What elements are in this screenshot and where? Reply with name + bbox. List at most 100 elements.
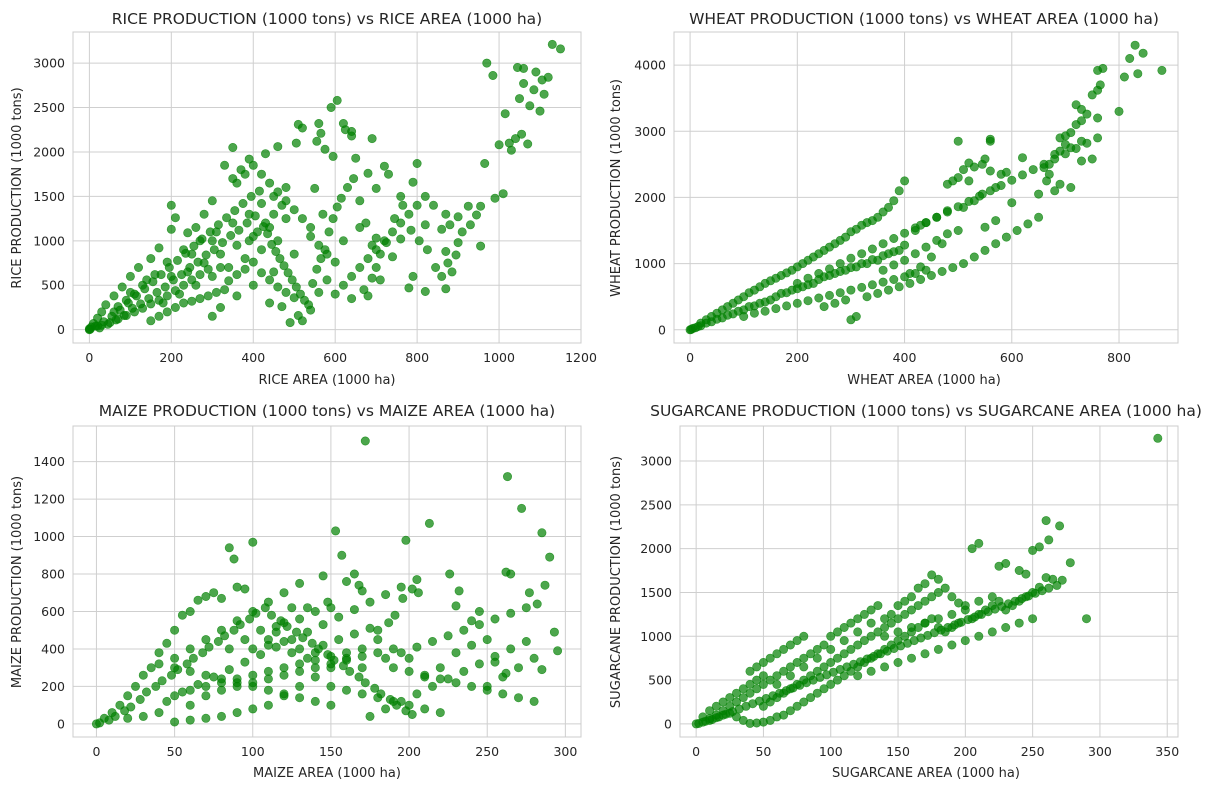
data-point: [297, 214, 307, 224]
data-point: [857, 249, 867, 259]
data-point: [295, 693, 305, 703]
data-point: [185, 700, 195, 710]
data-point: [154, 659, 164, 669]
data-point: [322, 249, 332, 259]
y-tick-label: 1000: [634, 256, 666, 271]
data-point: [513, 693, 523, 703]
data-point: [893, 601, 903, 611]
data-point: [498, 689, 508, 699]
data-point: [248, 537, 258, 547]
data-point: [279, 670, 289, 680]
data-point: [873, 601, 883, 611]
y-tick-label: 2000: [634, 190, 666, 205]
data-point: [248, 606, 258, 616]
data-point: [320, 144, 330, 154]
data-point: [435, 674, 445, 684]
data-point: [910, 249, 920, 259]
data-point: [279, 261, 289, 271]
data-point: [318, 620, 328, 630]
plot-frame: [72, 31, 582, 344]
data-point: [835, 266, 845, 276]
data-point: [187, 296, 197, 306]
data-point: [1087, 90, 1097, 100]
data-point: [513, 663, 523, 673]
data-point: [832, 653, 842, 663]
data-point: [779, 666, 789, 676]
data-point: [396, 648, 406, 658]
data-point: [826, 631, 836, 641]
data-point: [201, 250, 211, 260]
data-point: [519, 79, 529, 89]
data-point: [105, 318, 115, 328]
data-point: [960, 601, 970, 611]
data-point: [991, 216, 1001, 226]
data-point: [1055, 521, 1065, 531]
data-point: [341, 648, 351, 658]
data-point: [806, 693, 816, 703]
data-point: [476, 241, 486, 251]
subplot-title: MAIZE PRODUCTION (1000 tons) vs MAIZE AR…: [99, 402, 555, 420]
data-point: [295, 578, 305, 588]
data-point: [193, 679, 203, 689]
data-point: [942, 207, 952, 217]
data-point: [878, 265, 888, 275]
data-point: [889, 247, 899, 257]
data-point: [316, 128, 326, 138]
data-point: [853, 614, 863, 624]
y-tick-label: 2500: [640, 497, 672, 512]
data-point: [1023, 219, 1033, 229]
data-point: [273, 282, 283, 292]
data-point: [1001, 622, 1011, 632]
data-point: [1071, 120, 1081, 130]
data-point: [474, 620, 484, 630]
data-point: [252, 227, 262, 237]
data-point: [195, 270, 205, 280]
data-point: [328, 214, 338, 224]
data-point: [248, 681, 258, 691]
data-point: [1093, 113, 1103, 123]
data-point: [166, 271, 176, 281]
data-point: [878, 239, 888, 249]
data-point: [792, 636, 802, 646]
data-point: [349, 605, 359, 615]
data-point: [230, 206, 240, 216]
data-point: [467, 616, 477, 626]
data-point: [900, 272, 910, 282]
subplot-wheat: WHEAT PRODUCTION (1000 tons) vs WHEAT AR…: [609, 10, 1179, 388]
data-point: [964, 176, 974, 186]
data-point: [531, 67, 541, 77]
data-point: [167, 670, 177, 680]
data-point: [985, 186, 995, 196]
y-tick-label: 0: [57, 716, 65, 731]
data-point: [916, 274, 926, 284]
data-point: [1042, 176, 1052, 186]
data-point: [977, 159, 987, 169]
data-point: [785, 706, 795, 716]
grid: [674, 32, 1178, 343]
data-point: [1066, 183, 1076, 193]
data-point: [142, 687, 152, 697]
data-point: [357, 651, 367, 661]
x-axis-label: RICE AREA (1000 ha): [258, 373, 395, 388]
data-point: [927, 592, 937, 602]
data-point: [443, 258, 453, 268]
data-point: [383, 169, 393, 179]
data-point: [974, 631, 984, 641]
data-point: [1082, 614, 1092, 624]
data-point: [170, 213, 180, 223]
data-point: [375, 275, 385, 285]
data-point: [832, 627, 842, 637]
data-point: [162, 257, 172, 267]
data-point: [151, 681, 161, 691]
data-point: [179, 280, 189, 290]
data-point: [731, 688, 741, 698]
data-point: [1060, 149, 1070, 159]
data-point: [326, 603, 336, 613]
data-point: [154, 295, 164, 305]
data-point: [880, 622, 890, 632]
data-point: [443, 674, 453, 684]
data-point: [412, 575, 422, 585]
data-point: [900, 596, 910, 606]
data-point: [373, 635, 383, 645]
data-point: [266, 610, 276, 620]
